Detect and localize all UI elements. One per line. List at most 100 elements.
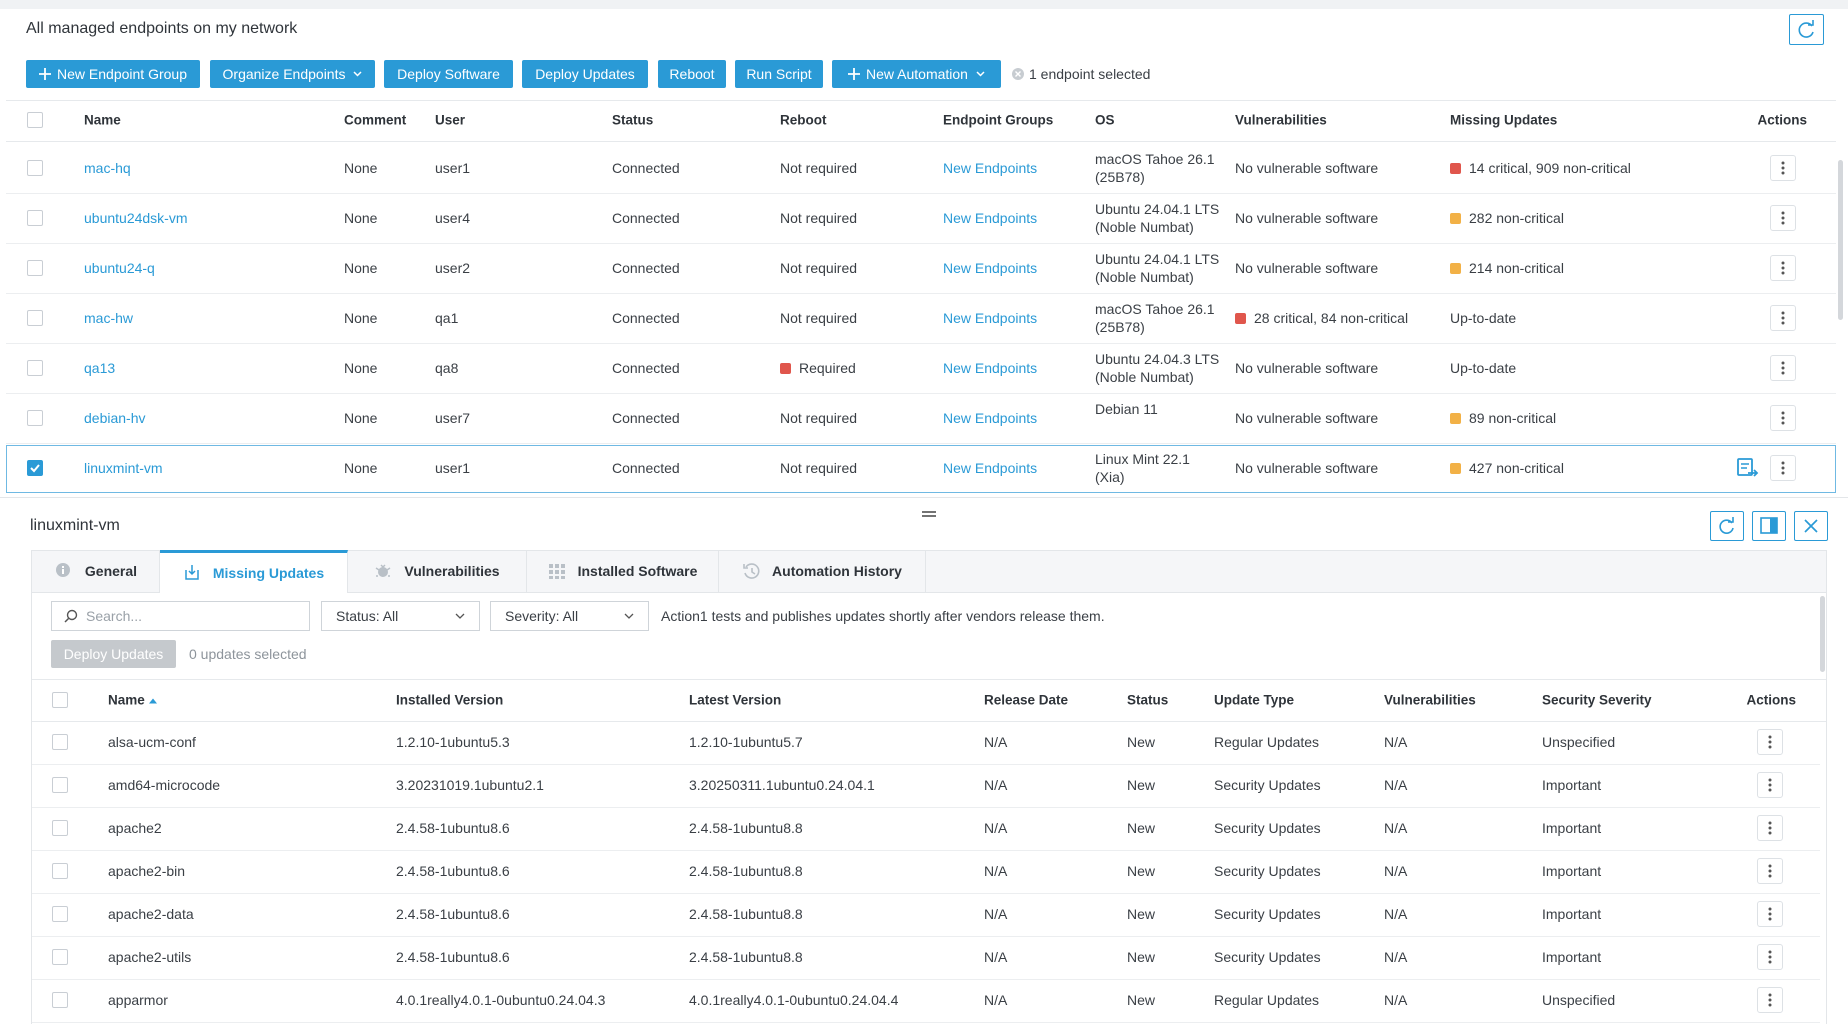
checkbox[interactable] — [52, 734, 68, 750]
cell-name[interactable]: debian-hv — [84, 410, 146, 426]
toolbar-button[interactable]: Deploy Software — [384, 60, 513, 88]
tab[interactable]: Installed Software — [527, 550, 719, 592]
cell-groups[interactable]: New Endpoints — [943, 360, 1037, 376]
status-dot — [1450, 162, 1461, 174]
row-border — [6, 393, 1836, 394]
resize-handle[interactable] — [921, 510, 937, 518]
header-text: Latest Version — [689, 692, 782, 708]
actions-menu[interactable] — [1757, 729, 1783, 755]
checkbox[interactable] — [27, 360, 43, 376]
cell-text: Important — [1542, 906, 1602, 922]
cell-user: user2 — [435, 260, 470, 276]
cell-text: 2.4.58-1ubuntu8.8 — [689, 863, 803, 879]
tab[interactable]: Automation History — [719, 550, 926, 592]
checkbox[interactable] — [27, 260, 43, 276]
scrollbar[interactable] — [1820, 596, 1825, 672]
cell-text: N/A — [984, 992, 1008, 1008]
checkbox[interactable] — [52, 820, 68, 836]
tab[interactable]: General — [33, 550, 160, 592]
toolbar-button[interactable]: New Endpoint Group — [26, 60, 200, 88]
cell-text: N/A — [1384, 906, 1408, 922]
cell-name[interactable]: mac-hw — [84, 310, 133, 326]
tab[interactable]: Missing Updates — [160, 550, 348, 593]
cell-groups[interactable]: New Endpoints — [943, 160, 1037, 176]
close-icon — [1804, 519, 1818, 533]
checkbox[interactable] — [52, 692, 68, 708]
checkbox[interactable] — [52, 906, 68, 922]
tab[interactable]: Vulnerabilities — [348, 550, 527, 592]
checkbox[interactable] — [27, 410, 43, 426]
cell-status: Connected — [612, 410, 680, 426]
cell-name[interactable]: qa13 — [84, 360, 115, 376]
cell-name[interactable]: linuxmint-vm — [84, 460, 163, 476]
cell-text: None — [344, 310, 378, 326]
checkbox[interactable] — [52, 949, 68, 965]
cell-reboot: Not required — [780, 460, 857, 476]
actions-menu[interactable] — [1770, 305, 1796, 331]
cell-name[interactable]: ubuntu24dsk-vm — [84, 210, 188, 226]
actions-menu[interactable] — [1770, 455, 1796, 481]
actions-menu[interactable] — [1757, 772, 1783, 798]
toolbar-button[interactable]: Reboot — [658, 60, 726, 88]
cell-text: New — [1127, 734, 1156, 750]
chevron-svg — [455, 613, 465, 619]
actions-menu[interactable] — [1770, 255, 1796, 281]
cell-text: 2.4.58-1ubuntu8.8 — [689, 906, 803, 922]
actions-menu[interactable] — [1770, 205, 1796, 231]
tab-icon-svg — [548, 564, 565, 579]
actions-menu[interactable] — [1757, 987, 1783, 1013]
column-header: OS — [1095, 112, 1115, 128]
close-button[interactable] — [1794, 511, 1828, 541]
cell-groups[interactable]: New Endpoints — [943, 260, 1037, 276]
status-dot — [1450, 262, 1461, 274]
actions-menu[interactable] — [1757, 901, 1783, 927]
column-header[interactable]: Name — [108, 693, 157, 708]
checkbox[interactable] — [27, 160, 43, 176]
actions-menu[interactable] — [1757, 858, 1783, 884]
refresh-button[interactable] — [1789, 14, 1824, 45]
cell-missing-updates: 14 critical, 909 non-critical — [1450, 160, 1631, 176]
actions-menu[interactable] — [1757, 944, 1783, 970]
header-border — [32, 721, 1826, 722]
toolbar-button[interactable]: Organize Endpoints — [210, 60, 375, 88]
cell-groups[interactable]: New Endpoints — [943, 310, 1037, 326]
checkbox[interactable] — [52, 992, 68, 1008]
cell-text: 282 non-critical — [1469, 210, 1564, 226]
actions-menu[interactable] — [1757, 815, 1783, 841]
actions-menu[interactable] — [1770, 355, 1796, 381]
checkbox[interactable] — [52, 777, 68, 793]
refresh-button[interactable] — [1710, 511, 1744, 541]
cell-text: No vulnerable software — [1235, 460, 1379, 476]
cell-status: Connected — [612, 210, 680, 226]
deploy-button[interactable]: Deploy Updates — [51, 640, 176, 668]
filter-dropdown[interactable]: Status: All — [321, 601, 480, 631]
checkbox[interactable] — [27, 310, 43, 326]
actions-menu[interactable] — [1770, 405, 1796, 431]
column-header: Status — [1127, 693, 1168, 708]
header-text: Update Type — [1214, 692, 1295, 708]
cell-groups[interactable]: New Endpoints — [943, 210, 1037, 226]
refresh-icon — [1798, 20, 1814, 38]
checkbox[interactable] — [52, 863, 68, 879]
filter-dropdown[interactable]: Severity: All — [490, 601, 649, 631]
toolbar-button[interactable]: Deploy Updates — [522, 60, 648, 88]
cell-missing-updates: 427 non-critical — [1450, 460, 1564, 476]
checkbox[interactable] — [27, 460, 43, 476]
cell-text: No vulnerable software — [1235, 210, 1379, 226]
scrollbar[interactable] — [1838, 160, 1843, 320]
actions-menu[interactable] — [1770, 155, 1796, 181]
toolbar-button[interactable]: New Automation — [832, 60, 1001, 88]
cell-groups[interactable]: New Endpoints — [943, 410, 1037, 426]
search-box[interactable]: Search... — [51, 601, 310, 631]
cell-missing-updates: 89 non-critical — [1450, 410, 1556, 426]
cell-name[interactable]: mac-hq — [84, 160, 131, 176]
checkbox[interactable] — [27, 112, 43, 128]
cell-name[interactable]: ubuntu24-q — [84, 260, 155, 276]
dock-button[interactable] — [1752, 511, 1786, 541]
cell-text: 3.20250311.1ubuntu0.24.04.1 — [689, 777, 875, 793]
cell-groups[interactable]: New Endpoints — [943, 460, 1037, 476]
cell-comment: None — [344, 460, 377, 476]
checkbox[interactable] — [27, 210, 43, 226]
tab-icon — [374, 562, 392, 580]
toolbar-button[interactable]: Run Script — [735, 60, 823, 88]
